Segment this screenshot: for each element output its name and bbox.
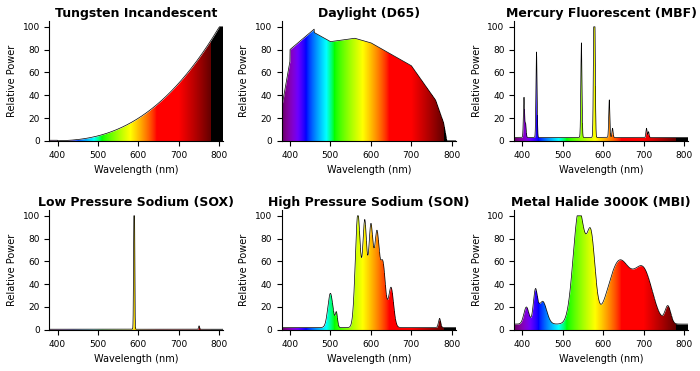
Title: Low Pressure Sodium (SOX): Low Pressure Sodium (SOX) xyxy=(38,196,235,209)
Title: Tungsten Incandescent: Tungsten Incandescent xyxy=(55,7,218,20)
Title: Daylight (D65): Daylight (D65) xyxy=(318,7,420,20)
Y-axis label: Relative Power: Relative Power xyxy=(472,45,482,117)
X-axis label: Wavelength (nm): Wavelength (nm) xyxy=(559,165,643,175)
Title: Mercury Fluorescent (MBF): Mercury Fluorescent (MBF) xyxy=(505,7,696,20)
X-axis label: Wavelength (nm): Wavelength (nm) xyxy=(559,354,643,364)
Y-axis label: Relative Power: Relative Power xyxy=(7,45,17,117)
Title: High Pressure Sodium (SON): High Pressure Sodium (SON) xyxy=(268,196,470,209)
Y-axis label: Relative Power: Relative Power xyxy=(472,234,482,306)
X-axis label: Wavelength (nm): Wavelength (nm) xyxy=(94,165,178,175)
Y-axis label: Relative Power: Relative Power xyxy=(7,234,17,306)
X-axis label: Wavelength (nm): Wavelength (nm) xyxy=(327,165,411,175)
X-axis label: Wavelength (nm): Wavelength (nm) xyxy=(327,354,411,364)
Y-axis label: Relative Power: Relative Power xyxy=(239,45,249,117)
Title: Metal Halide 3000K (MBI): Metal Halide 3000K (MBI) xyxy=(512,196,691,209)
Y-axis label: Relative Power: Relative Power xyxy=(239,234,249,306)
X-axis label: Wavelength (nm): Wavelength (nm) xyxy=(94,354,178,364)
